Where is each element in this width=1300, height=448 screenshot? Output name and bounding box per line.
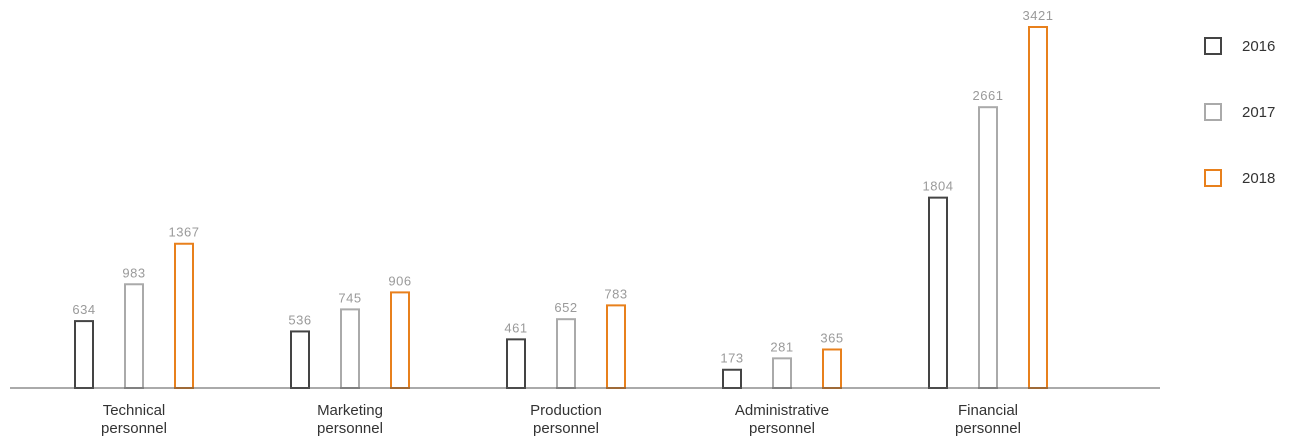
bar-2017-0 [124, 283, 144, 390]
bar-2018-1 [390, 291, 410, 389]
category-label: Technical [103, 402, 166, 419]
bars-layer [74, 26, 1048, 390]
category-label: Production [530, 402, 602, 419]
bar-2018-0 [174, 242, 194, 389]
value-label: 2661 [973, 88, 1004, 103]
category-label: Marketing [317, 402, 383, 419]
value-label: 536 [288, 312, 311, 327]
value-label: 281 [770, 339, 793, 354]
value-label: 1367 [169, 225, 200, 240]
bar-2016-3 [722, 368, 742, 390]
value-label: 365 [820, 330, 843, 345]
legend-swatch [1204, 37, 1222, 55]
value-label: 652 [554, 300, 577, 315]
bar-2018-4 [1028, 26, 1048, 389]
value-label: 783 [604, 286, 627, 301]
bar-2016-1 [290, 330, 310, 389]
category-label: personnel [101, 420, 167, 437]
bar-2016-4 [928, 196, 948, 389]
bar-2017-2 [556, 318, 576, 390]
value-label: 461 [504, 320, 527, 335]
value-label: 745 [338, 290, 361, 305]
bar-2017-1 [340, 308, 360, 389]
value-label: 906 [388, 273, 411, 288]
bar-2017-4 [978, 106, 998, 390]
category-label: Financial [958, 402, 1018, 419]
legend: 2016 2017 2018 [1204, 37, 1275, 187]
category-label: personnel [749, 420, 815, 437]
value-label: 634 [72, 302, 95, 317]
category-label: personnel [533, 420, 599, 437]
bar-2018-2 [606, 304, 626, 389]
value-label: 1804 [923, 179, 954, 194]
value-label: 173 [720, 351, 743, 366]
legend-label: 2018 [1242, 170, 1275, 187]
category-label: Administrative [735, 402, 829, 419]
legend-label: 2016 [1242, 38, 1275, 55]
value-label: 3421 [1023, 8, 1054, 23]
legend-label: 2017 [1242, 104, 1275, 121]
value-labels-layer: 634 983 1367 536 745 906 461 652 783 173 281 365 180… [72, 8, 1053, 366]
category-label: personnel [317, 420, 383, 437]
bar-2017-3 [772, 357, 792, 390]
legend-swatch [1204, 169, 1222, 187]
legend-swatch [1204, 103, 1222, 121]
category-labels-layer: TechnicalpersonnelMarketingpersonnelProd… [101, 402, 1021, 437]
bar-2016-2 [506, 338, 526, 390]
bar-2018-3 [822, 348, 842, 390]
bar-2016-0 [74, 320, 94, 390]
value-label: 983 [122, 265, 145, 280]
category-label: personnel [955, 420, 1021, 437]
